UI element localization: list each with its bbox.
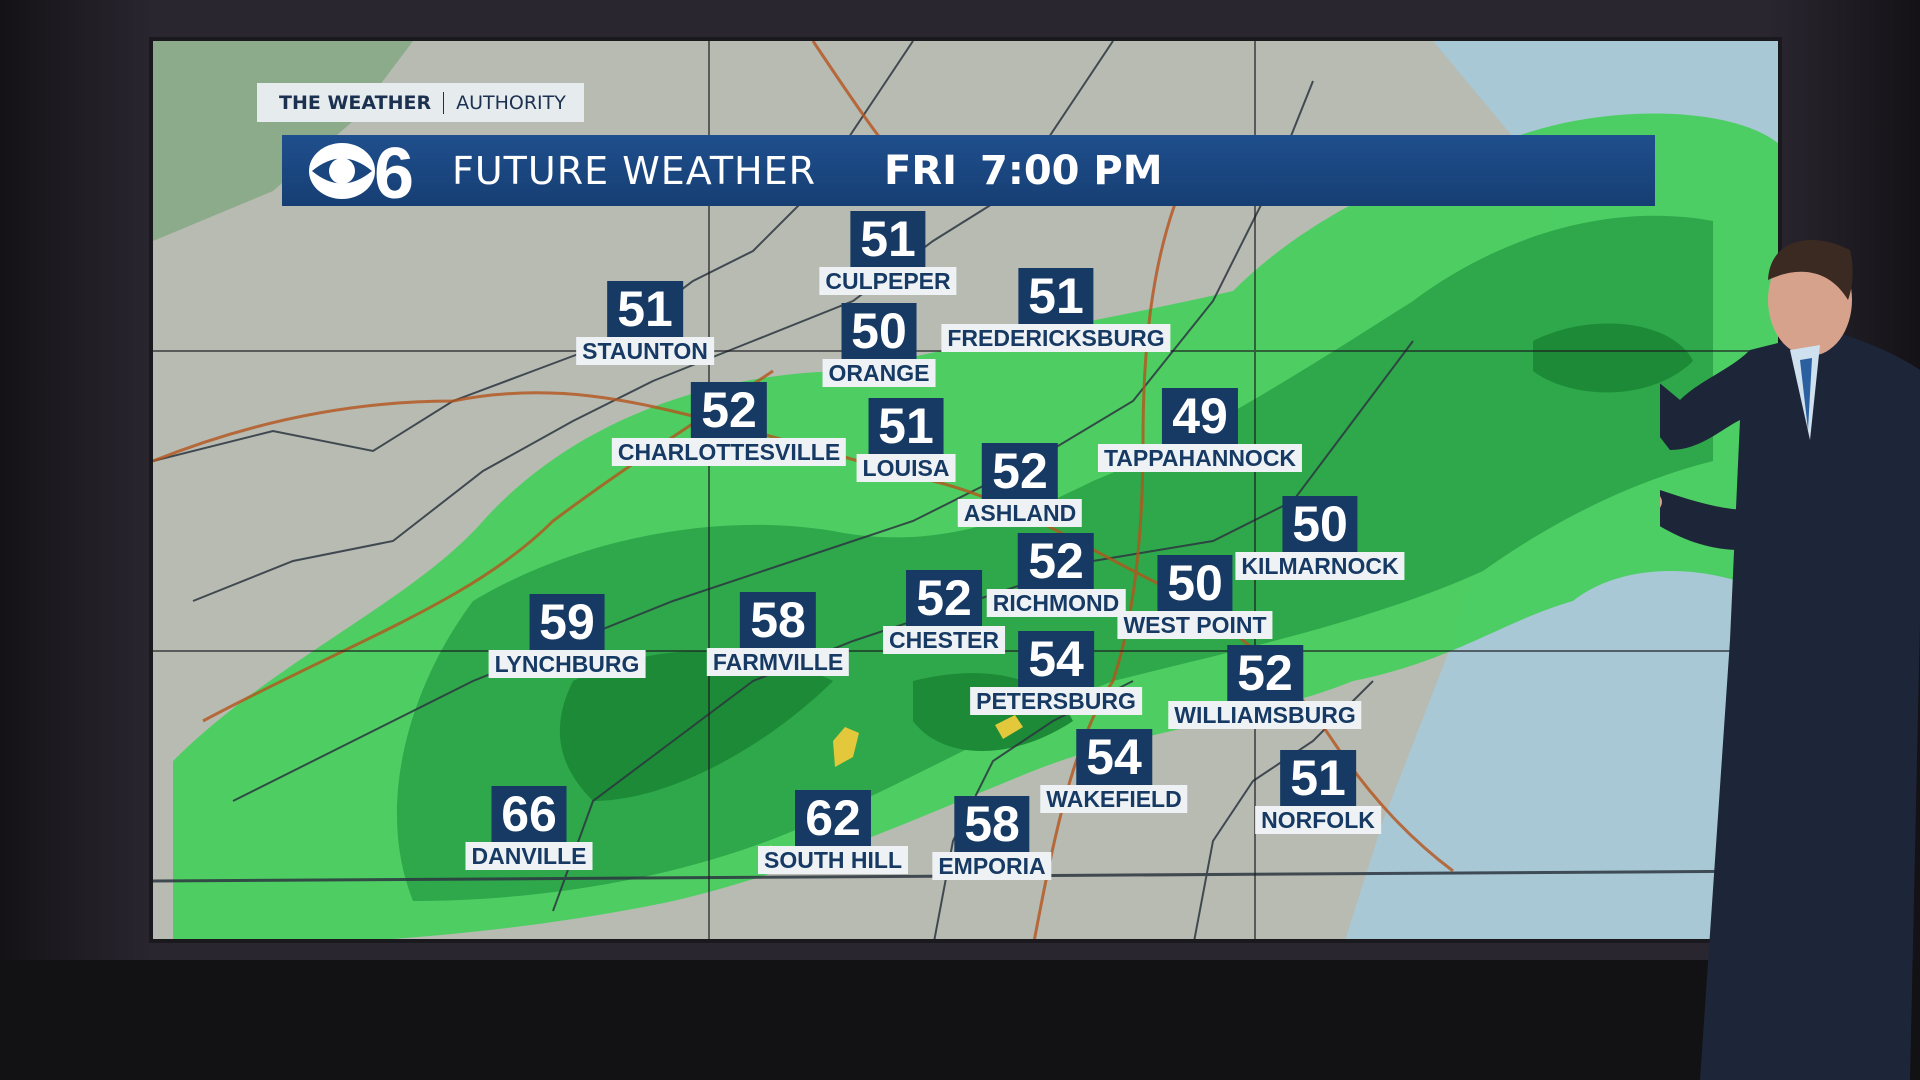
city-name: LOUISA: [856, 454, 956, 482]
city-temp: 58: [740, 592, 816, 648]
city-marker-kilmarnock: 50 KILMARNOCK: [1235, 496, 1405, 580]
city-temp: 51: [850, 211, 926, 267]
forecast-day: FRI: [884, 147, 958, 194]
city-name: CHARLOTTESVILLE: [611, 438, 847, 466]
city-name: LYNCHBURG: [488, 650, 646, 678]
city-marker-richmond: 52 RICHMOND: [986, 533, 1126, 617]
city-temp: 66: [491, 786, 567, 842]
city-name: ASHLAND: [957, 499, 1083, 527]
city-marker-orange: 50 ORANGE: [822, 303, 936, 387]
city-marker-south-hill: 62 SOUTH HILL: [758, 790, 908, 874]
city-name: TAPPAHANNOCK: [1097, 444, 1303, 472]
city-temp: 52: [982, 443, 1058, 499]
future-weather-header: 6 FUTURE WEATHER FRI 7:00 PM: [282, 135, 1655, 206]
tag-divider: [443, 91, 445, 114]
forecast-time: 7:00 PM: [980, 147, 1163, 194]
city-marker-louisa: 51 LOUISA: [856, 398, 956, 482]
city-marker-staunton: 51 STAUNTON: [576, 281, 714, 365]
city-temp: 59: [529, 594, 605, 650]
city-name: STAUNTON: [576, 337, 714, 365]
city-name: NORFOLK: [1255, 806, 1381, 834]
city-temp: 52: [691, 382, 767, 438]
city-temp: 49: [1162, 388, 1238, 444]
city-name: SOUTH HILL: [758, 846, 908, 874]
city-marker-petersburg: 54 PETERSBURG: [970, 631, 1142, 715]
city-marker-norfolk: 51 NORFOLK: [1255, 750, 1381, 834]
weather-authority-tag: THE WEATHER AUTHORITY: [257, 83, 584, 122]
city-marker-tappahannock: 49 TAPPAHANNOCK: [1097, 388, 1303, 472]
city-marker-chester: 52 CHESTER: [883, 570, 1005, 654]
city-temp: 51: [868, 398, 944, 454]
city-marker-farmville: 58 FARMVILLE: [706, 592, 850, 676]
city-name: FREDERICKSBURG: [941, 324, 1171, 352]
studio-floor: [0, 960, 1920, 1080]
city-temp: 52: [1227, 645, 1303, 701]
city-temp: 58: [954, 796, 1030, 852]
city-temp: 54: [1076, 729, 1152, 785]
city-marker-west-point: 50 WEST POINT: [1117, 555, 1273, 639]
city-name: ORANGE: [822, 359, 936, 387]
city-name: DANVILLE: [465, 842, 593, 870]
city-temp: 54: [1018, 631, 1094, 687]
city-temp: 52: [1018, 533, 1094, 589]
city-temp: 50: [1282, 496, 1358, 552]
city-temp: 62: [795, 790, 871, 846]
city-name: PETERSBURG: [970, 687, 1142, 715]
city-marker-emporia: 58 EMPORIA: [932, 796, 1052, 880]
city-name: FARMVILLE: [706, 648, 850, 676]
city-name: EMPORIA: [932, 852, 1052, 880]
city-name: WAKEFIELD: [1040, 785, 1188, 813]
city-temp: 51: [1018, 268, 1094, 324]
city-temp: 51: [1280, 750, 1356, 806]
tag-bold-text: THE WEATHER: [279, 91, 432, 114]
city-temp: 50: [841, 303, 917, 359]
svg-text:6: 6: [374, 138, 414, 204]
city-name: CHESTER: [883, 626, 1005, 654]
city-marker-lynchburg: 59 LYNCHBURG: [488, 594, 646, 678]
city-temp: 50: [1157, 555, 1233, 611]
tag-light-text: AUTHORITY: [456, 91, 566, 114]
city-temp: 52: [906, 570, 982, 626]
city-marker-fredericksburg: 51 FREDERICKSBURG: [941, 268, 1171, 352]
city-marker-wakefield: 54 WAKEFIELD: [1040, 729, 1188, 813]
city-name: KILMARNOCK: [1235, 552, 1405, 580]
city-marker-danville: 66 DANVILLE: [465, 786, 593, 870]
city-name: CULPEPER: [819, 267, 957, 295]
presenter-figure: [1660, 240, 1920, 1080]
city-marker-culpeper: 51 CULPEPER: [819, 211, 957, 295]
city-name: WILLIAMSBURG: [1168, 701, 1362, 729]
city-temp: 51: [607, 281, 683, 337]
city-marker-williamsburg: 52 WILLIAMSBURG: [1168, 645, 1362, 729]
city-name: RICHMOND: [986, 589, 1126, 617]
header-title: FUTURE WEATHER: [452, 148, 817, 193]
city-name: WEST POINT: [1117, 611, 1273, 639]
city-marker-charlottesville: 52 CHARLOTTESVILLE: [611, 382, 847, 466]
cbs6-logo: 6: [306, 138, 436, 204]
city-marker-ashland: 52 ASHLAND: [957, 443, 1083, 527]
